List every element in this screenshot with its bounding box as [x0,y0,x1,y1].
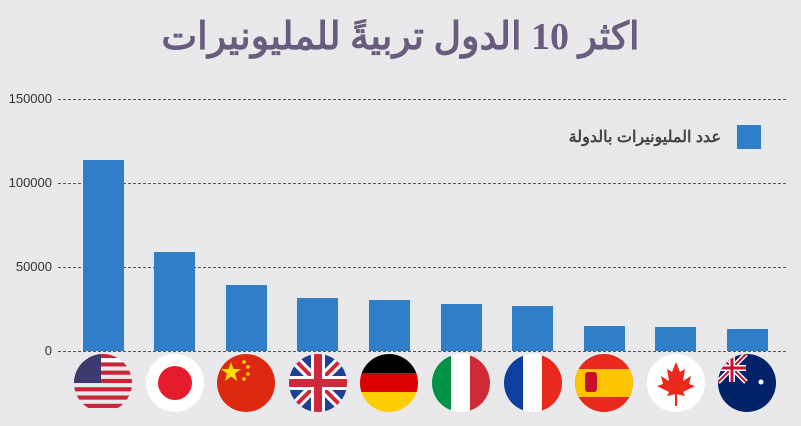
y-tick-label: 50000 [15,259,52,274]
bar-china[interactable] [225,284,267,351]
flag-usa-icon [74,354,132,412]
flag-spain-icon [575,354,634,412]
bar-australia[interactable] [726,328,768,351]
bar-united-states[interactable] [82,159,124,351]
gridline [58,183,786,184]
flag-australia-icon [718,354,777,412]
flag-germany-icon [360,354,419,412]
y-tick-label: 0 [44,343,52,358]
flag-uk-icon [288,354,347,412]
flag-france-icon [503,354,562,412]
flag-china-icon [217,354,276,412]
bar-spain[interactable] [583,325,625,351]
bar-canada[interactable] [655,326,697,351]
chart-title: اكثر 10 الدول تربيةً للمليونيرات [161,16,640,58]
bar-france[interactable] [512,305,554,351]
bar-japan[interactable] [154,251,196,351]
bar-italy[interactable] [440,303,482,351]
y-tick-label: 100000 [8,175,52,190]
flag-canada-icon [646,354,705,412]
legend-label: عدد المليونيرات بالدولة [568,129,721,146]
gridline [58,99,786,100]
legend-swatch[interactable] [737,125,761,149]
bar-united-kingdom[interactable] [297,298,339,351]
gridline [58,351,786,352]
flag-italy-icon [432,354,490,412]
flag-japan-icon [145,354,204,412]
bar-germany[interactable] [368,299,410,351]
y-tick-label: 150000 [8,91,52,106]
gridline [58,267,786,268]
